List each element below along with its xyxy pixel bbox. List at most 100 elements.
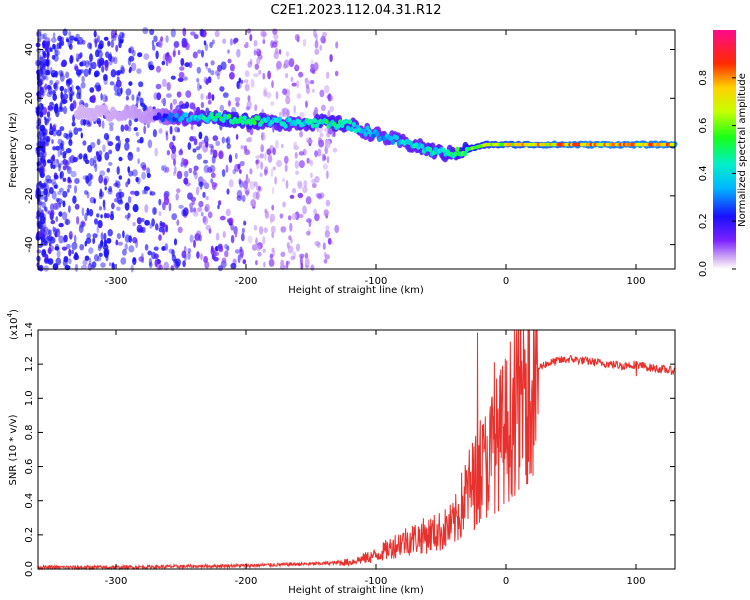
spectrogram-noise-dot xyxy=(60,91,63,100)
spectrogram-noise-dot xyxy=(304,80,310,85)
spectrogram-noise-dot xyxy=(238,178,242,185)
spectrogram-noise-dot xyxy=(101,65,105,73)
spectrogram-noise-dot xyxy=(41,249,47,256)
spectrogram-noise-dot xyxy=(173,171,176,177)
spectrogram-noise-dot xyxy=(291,188,297,194)
spectrogram-noise-dot xyxy=(152,45,156,51)
spectrogram-noise-dot xyxy=(278,111,283,117)
spectrogram-noise-dot xyxy=(324,229,330,238)
spectrogram-noise-dot xyxy=(282,177,285,183)
spectrogram-noise-dot xyxy=(147,139,153,149)
spectrogram-noise-dot xyxy=(49,101,54,106)
spectrogram-noise-dot xyxy=(173,238,178,246)
spectrogram-y-tick-label: -20 xyxy=(24,188,35,204)
spectrogram-noise-dot xyxy=(77,72,81,78)
spectrogram-noise-dot xyxy=(305,87,311,94)
snr-y-scale-multiplier: (x104) xyxy=(6,309,20,340)
spectrogram-noise-dot xyxy=(118,175,123,180)
spectrogram-noise-dot xyxy=(68,31,72,37)
spectrogram-noise-dot xyxy=(72,114,76,123)
spectrogram-noise-dot xyxy=(104,186,107,191)
spectrogram-noise-dot xyxy=(329,54,333,63)
spectrogram-noise-dot xyxy=(124,137,130,143)
spectrogram-noise-dot xyxy=(69,35,75,41)
spectrogram-noise-dot xyxy=(95,49,100,58)
spectrogram-noise-dot xyxy=(326,131,331,138)
spectrogram-noise-dot xyxy=(191,200,195,206)
spectrogram-noise-dot xyxy=(329,105,335,113)
spectrogram-noise-dot xyxy=(280,143,284,149)
spectrogram-noise-dot xyxy=(296,80,300,89)
spectrogram-noise-dot xyxy=(58,40,62,50)
spectrogram-noise-dot xyxy=(282,201,286,208)
spectrogram-noise-dot xyxy=(193,207,197,213)
spectrogram-noise-dot xyxy=(40,62,44,69)
spectrogram-noise-dot xyxy=(44,43,49,53)
spectrogram-noise-dot xyxy=(246,28,252,34)
spectrogram-noise-dot xyxy=(92,160,97,169)
spectrogram-noise-dot xyxy=(322,31,327,38)
snr-plot-area xyxy=(38,330,675,569)
spectrogram-noise-dot xyxy=(227,49,230,54)
spectrogram-noise-dot xyxy=(172,98,177,105)
spectrogram-noise-dot xyxy=(295,243,301,252)
spectrogram-noise-dot xyxy=(49,79,54,85)
spectrogram-noise-dot xyxy=(182,40,188,48)
spectrogram-noise-dot xyxy=(240,145,244,150)
spectrogram-noise-dot xyxy=(116,206,121,211)
spectrogram-noise-dot xyxy=(154,147,158,157)
spectrogram-noise-dot xyxy=(109,125,114,132)
spectrogram-x-tick-label: -100 xyxy=(365,276,388,287)
spectrogram-noise-dot xyxy=(244,70,250,78)
spectrogram-noise-dot xyxy=(204,135,209,144)
spectrogram-noise-dot xyxy=(136,93,141,101)
spectrogram-noise-dot xyxy=(49,203,55,212)
spectrogram-noise-dot xyxy=(57,190,62,196)
spectrogram-noise-dot xyxy=(176,219,180,226)
spectrogram-noise-dot xyxy=(71,249,74,255)
spectrogram-ridge-core xyxy=(209,111,214,117)
spectrogram-noise-dot xyxy=(257,251,262,257)
spectrogram-noise-dot xyxy=(77,39,80,45)
spectrogram-noise-dot xyxy=(53,184,58,189)
spectrogram-noise-dot xyxy=(309,67,316,73)
spectrogram-noise-dot xyxy=(304,252,309,260)
spectrogram-noise-dot xyxy=(314,106,319,114)
spectrogram-noise-dot xyxy=(210,172,216,179)
spectrogram-noise-dot xyxy=(204,203,210,212)
spectrogram-noise-dot xyxy=(54,174,59,180)
spectrogram-noise-dot xyxy=(143,53,150,60)
spectrogram-noise-dot xyxy=(327,93,332,102)
spectrogram-noise-dot xyxy=(91,94,96,104)
spectrogram-noise-dot xyxy=(93,254,99,262)
spectrogram-noise-dot xyxy=(234,96,241,103)
spectrogram-noise-dot xyxy=(84,240,88,247)
spectrogram-noise-dot xyxy=(39,55,43,63)
spectrogram-noise-dot xyxy=(255,260,258,266)
spectrogram-ridge xyxy=(74,104,678,163)
spectrogram-noise-dot xyxy=(43,231,48,240)
spectrogram-noise-dot xyxy=(294,152,298,159)
spectrogram-noise-dot xyxy=(164,166,170,173)
spectrogram-noise-dot xyxy=(107,229,113,237)
spectrogram-noise-dot xyxy=(170,28,176,38)
spectrogram-noise-dot xyxy=(103,212,107,219)
spectrogram-noise-dot xyxy=(144,219,151,226)
spectrogram-noise-dot xyxy=(94,218,98,225)
spectrogram-noise-dot xyxy=(111,202,115,210)
spectrogram-noise-dot xyxy=(102,94,108,103)
spectrogram-noise-dot xyxy=(124,202,130,211)
spectrogram-noise-dot xyxy=(193,239,196,248)
spectrogram-ridge-core xyxy=(394,135,399,141)
spectrogram-noise-dot xyxy=(97,220,103,229)
spectrogram-noise-dot xyxy=(51,139,54,144)
spectrogram-noise-dot xyxy=(275,91,279,100)
spectrogram-noise-dot xyxy=(98,174,104,184)
spectrogram-noise-dot xyxy=(55,243,59,250)
spectrogram-noise-dot xyxy=(60,99,67,105)
spectrogram-noise-dot xyxy=(199,85,202,90)
spectrogram-noise-dot xyxy=(59,150,63,156)
spectrogram-noise-dot xyxy=(43,188,48,196)
spectrogram-noise-dot xyxy=(70,170,77,178)
spectrogram-noise-dot xyxy=(136,68,142,74)
